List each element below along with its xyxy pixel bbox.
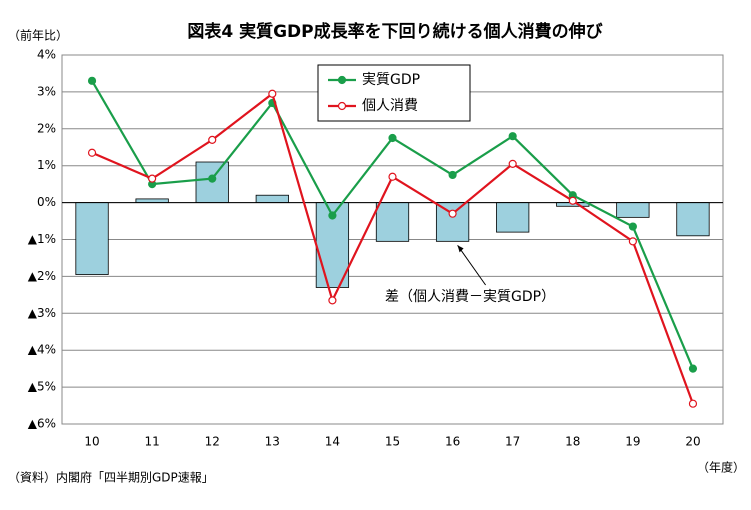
x-tick-label: 17 [505,435,520,449]
marker [328,296,337,305]
bar [135,198,169,204]
legend-marker [337,101,347,111]
y-tick-label: 1% [37,158,56,172]
x-tick-label: 13 [265,435,280,449]
marker [448,170,457,180]
y-tick-label: ▲3% [28,306,56,320]
x-tick-label: 14 [325,435,340,449]
marker [568,196,577,205]
bar [676,202,710,237]
y-tick-label: ▲5% [28,380,56,394]
legend-label: 実質GDP [362,72,420,88]
y-tick-label: ▲1% [28,232,56,246]
y-tick-label: 0% [37,195,56,209]
x-tick-label: 18 [565,435,580,449]
plot-border [61,54,724,425]
marker [688,399,698,408]
marker [388,172,397,181]
chart-title: 図表4 実質GDP成長率を下回り続ける個人消費の伸び [187,21,602,42]
x-tick-label: 12 [205,435,220,449]
x-unit: （年度） [697,460,745,475]
marker [208,135,217,144]
x-tick-label: 20 [685,435,700,449]
x-tick-label: 15 [385,435,400,449]
y-tick-label: 3% [37,84,56,98]
marker [688,364,698,373]
marker [87,148,97,157]
bar [375,202,410,242]
y-unit: （前年比） [8,28,68,43]
marker [628,222,637,231]
legend-box [317,64,471,122]
bar [75,202,109,275]
marker [328,211,337,220]
x-tick-label: 10 [84,435,99,449]
annotation-arrowhead [457,245,464,253]
bar [255,194,289,204]
legend-label: 個人消費 [362,98,418,114]
marker [628,237,637,246]
y-tick-label: 2% [37,121,56,135]
marker [508,132,517,141]
marker [268,89,277,98]
marker [448,209,457,218]
marker [148,174,157,183]
annotation: 差（個人消費－実質GDP） [385,289,555,305]
x-tick-label: 11 [144,435,159,449]
source: （資料）内閣府「四半期別GDP速報」 [8,470,214,485]
y-tick-label: ▲4% [28,343,56,357]
marker [388,133,397,143]
y-tick-label: 4% [37,48,56,62]
x-tick-label: 19 [625,435,640,449]
bar [496,202,530,233]
legend-marker [337,75,347,85]
y-tick-label: ▲6% [28,417,56,431]
bar [435,202,470,242]
marker [508,159,517,168]
marker [208,174,217,183]
marker [87,76,97,85]
x-tick-label: 16 [445,435,460,449]
y-tick-label: ▲2% [28,269,56,283]
annotation-arrow [457,245,486,286]
bar [616,202,650,218]
